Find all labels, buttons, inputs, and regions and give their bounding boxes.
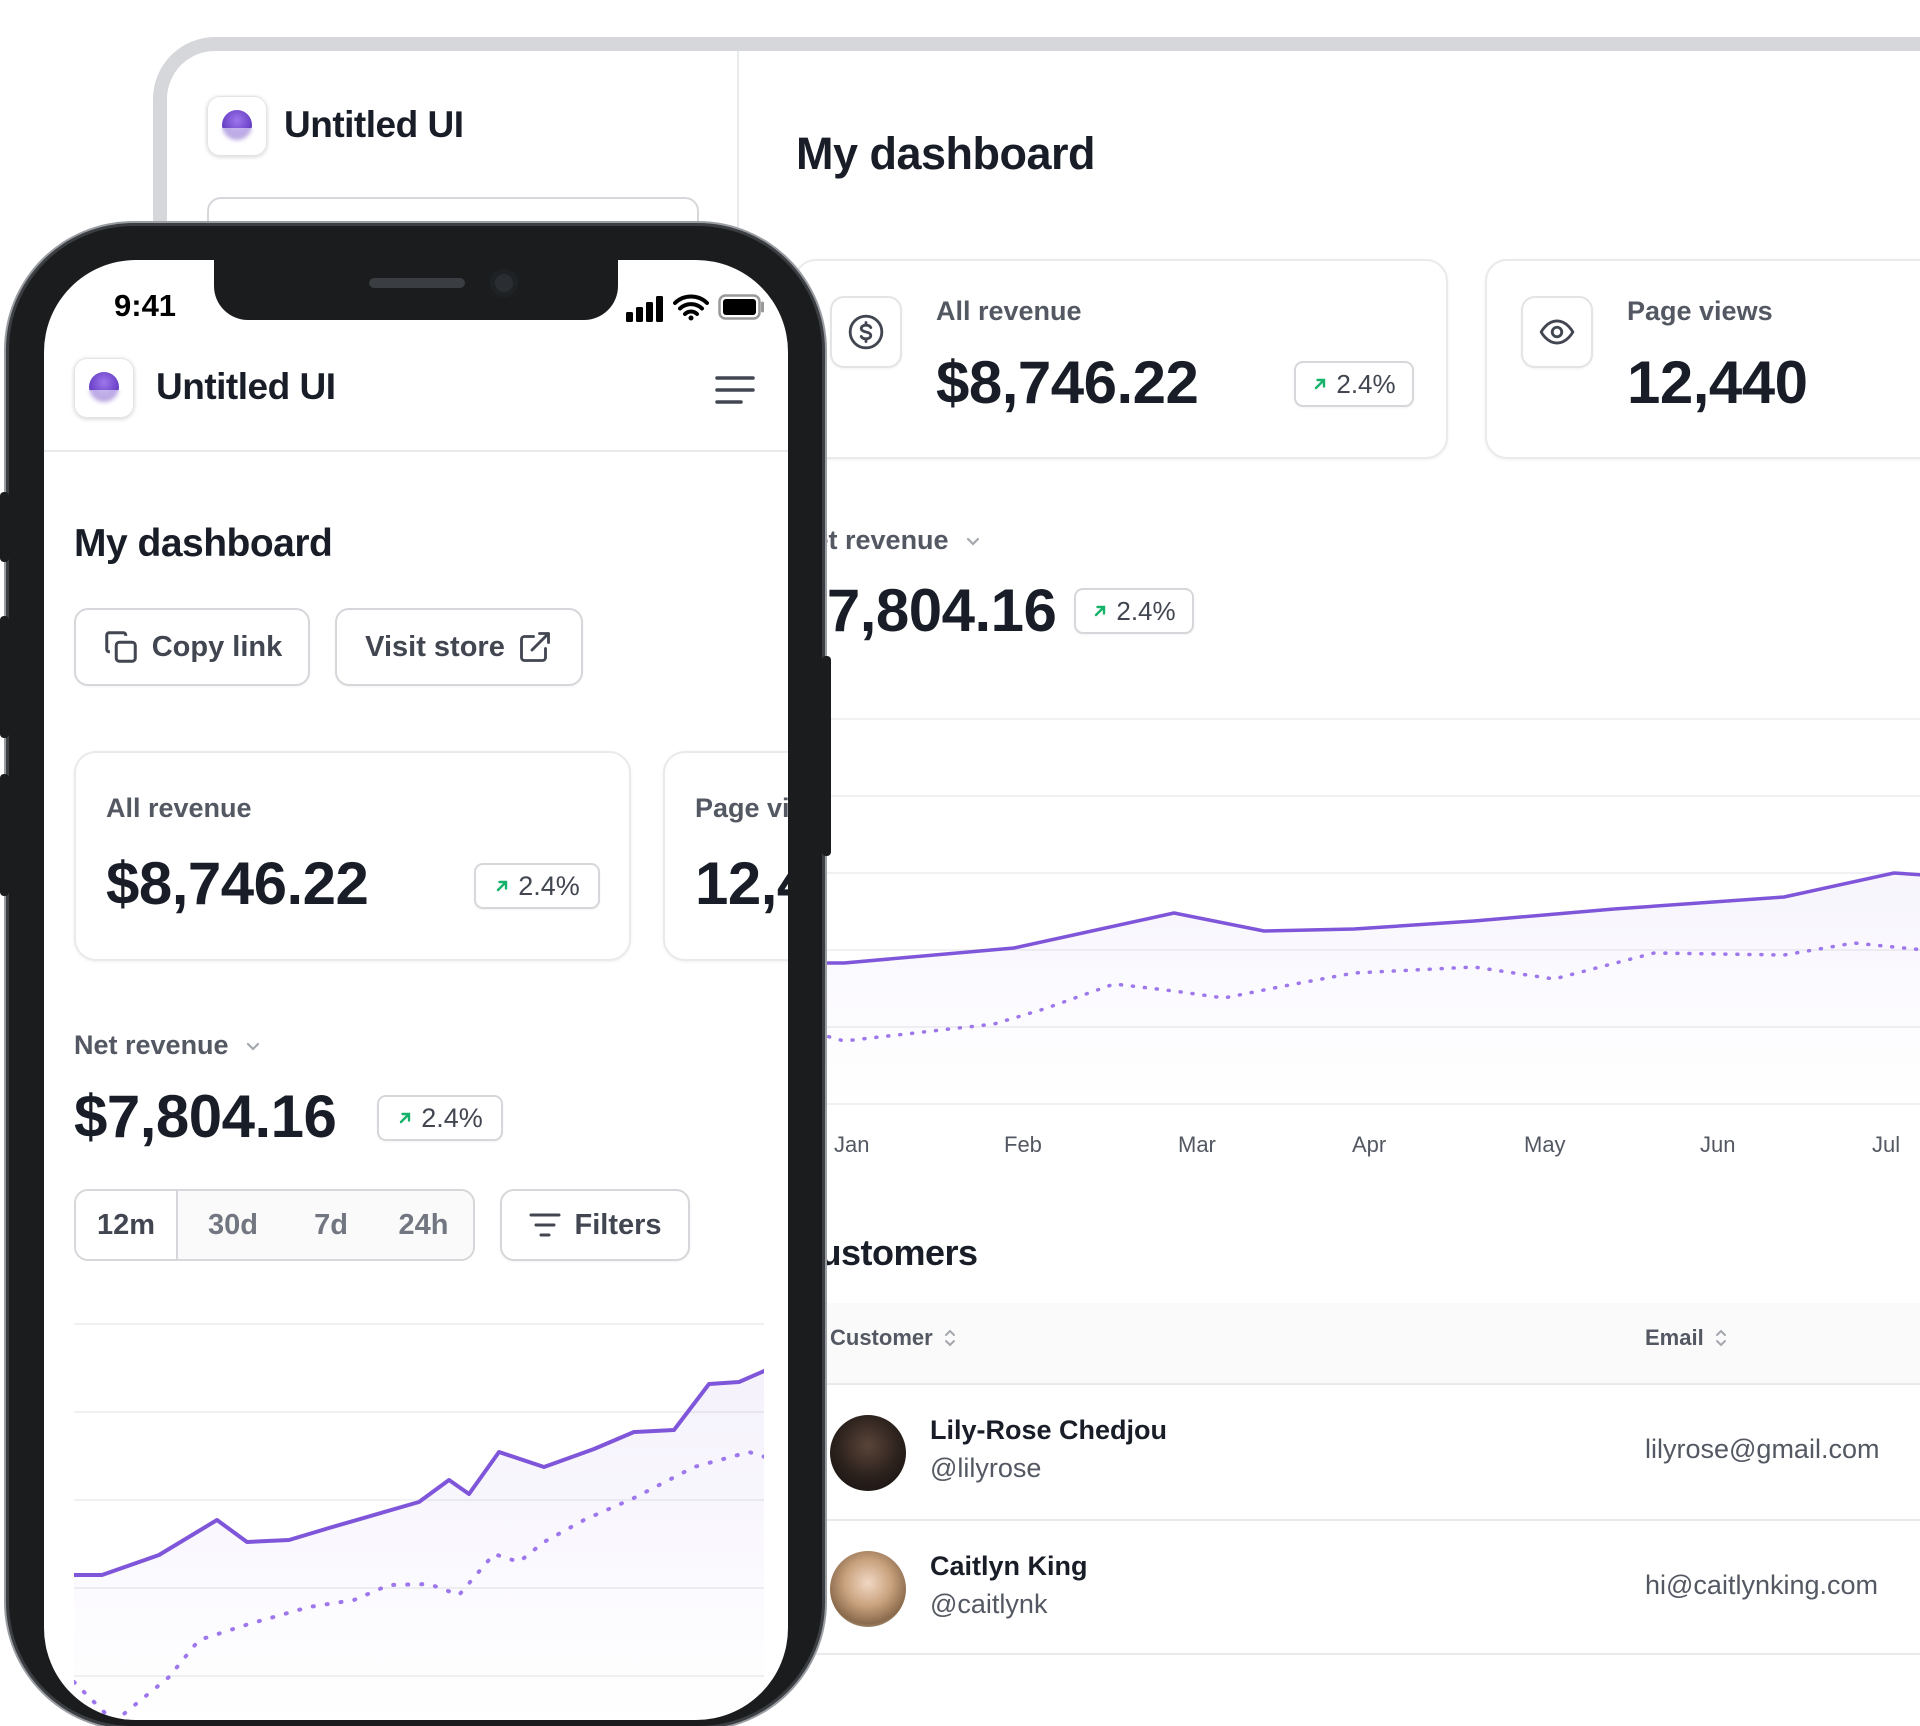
range-30d[interactable]: 30d bbox=[178, 1191, 288, 1259]
net-revenue-dropdown[interactable]: Net revenue bbox=[74, 1030, 263, 1061]
customer-handle: @caitlynk bbox=[930, 1589, 1048, 1619]
copy-link-button[interactable]: Copy link bbox=[74, 608, 310, 686]
phone-screen: 9:41 Untitled UI My dashboard Copy link … bbox=[44, 260, 788, 1720]
visit-store-button[interactable]: Visit store bbox=[335, 608, 583, 686]
range-12m[interactable]: 12m bbox=[76, 1191, 178, 1259]
stat-label: Page views bbox=[695, 793, 788, 823]
change-badge: 2.4% bbox=[377, 1095, 503, 1141]
stat-card-page-views: Page views 12,440 bbox=[1485, 259, 1920, 459]
net-revenue-value: $7,804.16 bbox=[74, 1083, 337, 1150]
x-tick: May bbox=[1524, 1132, 1566, 1157]
x-tick: Mar bbox=[1178, 1132, 1216, 1157]
customers-title: Customers bbox=[794, 1232, 978, 1273]
table-row[interactable]: Lily-Rose Chedjou @lilyrose lilyrose@gma… bbox=[794, 1383, 1920, 1519]
stat-card-page-views: Page views 12,440 bbox=[663, 751, 788, 961]
chevron-down-icon bbox=[966, 537, 979, 546]
stat-value: 12,440 bbox=[1627, 349, 1808, 416]
change-badge: 2.4% bbox=[1294, 361, 1414, 407]
sort-icon bbox=[1715, 1329, 1726, 1347]
header-divider bbox=[44, 450, 788, 452]
stat-value: $8,746.22 bbox=[936, 349, 1199, 416]
arrow-up-right-icon bbox=[1315, 378, 1326, 390]
series-line-current bbox=[794, 871, 1920, 965]
stat-card-all-revenue: All revenue $8,746.22 2.4% bbox=[794, 259, 1448, 459]
sort-icon bbox=[944, 1329, 955, 1347]
stat-value: 12,440 bbox=[695, 850, 788, 917]
x-tick: Jan bbox=[834, 1132, 870, 1157]
stat-value: $8,746.22 bbox=[106, 850, 369, 917]
brand-name: Untitled UI bbox=[284, 104, 464, 145]
range-7d[interactable]: 7d bbox=[288, 1191, 374, 1259]
range-24h[interactable]: 24h bbox=[374, 1191, 473, 1259]
x-tick: Jul bbox=[1872, 1132, 1901, 1157]
net-revenue-value: $7,804.16 bbox=[794, 577, 1057, 644]
brand-logo[interactable] bbox=[207, 96, 267, 156]
customer-email: lilyrose@gmail.com bbox=[1645, 1434, 1880, 1464]
phone-notch bbox=[214, 260, 618, 320]
customer-email: hi@caitlynking.com bbox=[1645, 1570, 1878, 1600]
external-link-icon bbox=[519, 632, 550, 662]
filters-button[interactable]: Filters bbox=[500, 1189, 690, 1261]
phone-side-button bbox=[0, 774, 9, 896]
avatar bbox=[830, 1551, 906, 1627]
arrow-up-right-icon bbox=[400, 1112, 411, 1124]
eye-icon bbox=[1521, 296, 1593, 368]
avatar bbox=[830, 1415, 906, 1491]
table-row[interactable]: Caitlyn King @caitlynk hi@caitlynking.co… bbox=[794, 1519, 1920, 1655]
menu-icon[interactable] bbox=[714, 374, 756, 406]
stat-label: All revenue bbox=[106, 793, 252, 823]
table-header: Customer Email bbox=[794, 1303, 1920, 1383]
page-title: My dashboard bbox=[796, 128, 1096, 179]
chevron-down-icon bbox=[246, 1042, 259, 1051]
net-revenue-label: Net revenue bbox=[74, 1030, 229, 1060]
brand-name: Untitled UI bbox=[156, 366, 336, 407]
column-header-email[interactable]: Email bbox=[1645, 1325, 1728, 1351]
x-tick: Feb bbox=[1004, 1132, 1042, 1157]
copy-icon bbox=[104, 631, 137, 663]
phone-side-button bbox=[0, 616, 9, 738]
status-time: 9:41 bbox=[114, 288, 177, 323]
column-header-customer[interactable]: Customer bbox=[830, 1325, 957, 1351]
series-line-current bbox=[74, 1368, 764, 1577]
change-badge: 2.4% bbox=[474, 863, 600, 909]
revenue-line-chart bbox=[74, 1323, 764, 1720]
arrow-up-right-icon bbox=[1095, 605, 1106, 617]
customer-handle: @lilyrose bbox=[930, 1453, 1042, 1483]
time-range-segmented-control: 12m 30d 7d 24h bbox=[74, 1189, 475, 1261]
x-tick: Apr bbox=[1352, 1132, 1387, 1157]
phone-side-button bbox=[822, 656, 831, 856]
stat-card-all-revenue: All revenue $8,746.22 2.4% bbox=[74, 751, 631, 961]
signal-icon bbox=[626, 296, 663, 322]
battery-icon bbox=[718, 294, 764, 320]
net-revenue-dropdown[interactable]: Net revenue bbox=[794, 525, 983, 556]
wifi-icon bbox=[673, 294, 709, 321]
page-title: My dashboard bbox=[74, 522, 333, 565]
change-badge: 2.4% bbox=[1074, 588, 1194, 634]
customer-name: Lily-Rose Chedjou bbox=[930, 1415, 1168, 1445]
arrow-up-right-icon bbox=[497, 880, 508, 892]
filter-lines-icon bbox=[529, 1213, 561, 1237]
series-line-previous bbox=[74, 1449, 764, 1720]
currency-dollar-circle-icon bbox=[830, 296, 902, 368]
phone-side-button bbox=[0, 492, 9, 562]
x-tick: Jun bbox=[1700, 1132, 1736, 1157]
stat-label: Page views bbox=[1627, 296, 1773, 326]
phone-frame: 9:41 Untitled UI My dashboard Copy link … bbox=[0, 226, 831, 1726]
brand-logo[interactable] bbox=[74, 358, 134, 418]
revenue-line-chart bbox=[794, 718, 1920, 1105]
customer-name: Caitlyn King bbox=[930, 1551, 1088, 1581]
stat-label: All revenue bbox=[936, 296, 1082, 326]
